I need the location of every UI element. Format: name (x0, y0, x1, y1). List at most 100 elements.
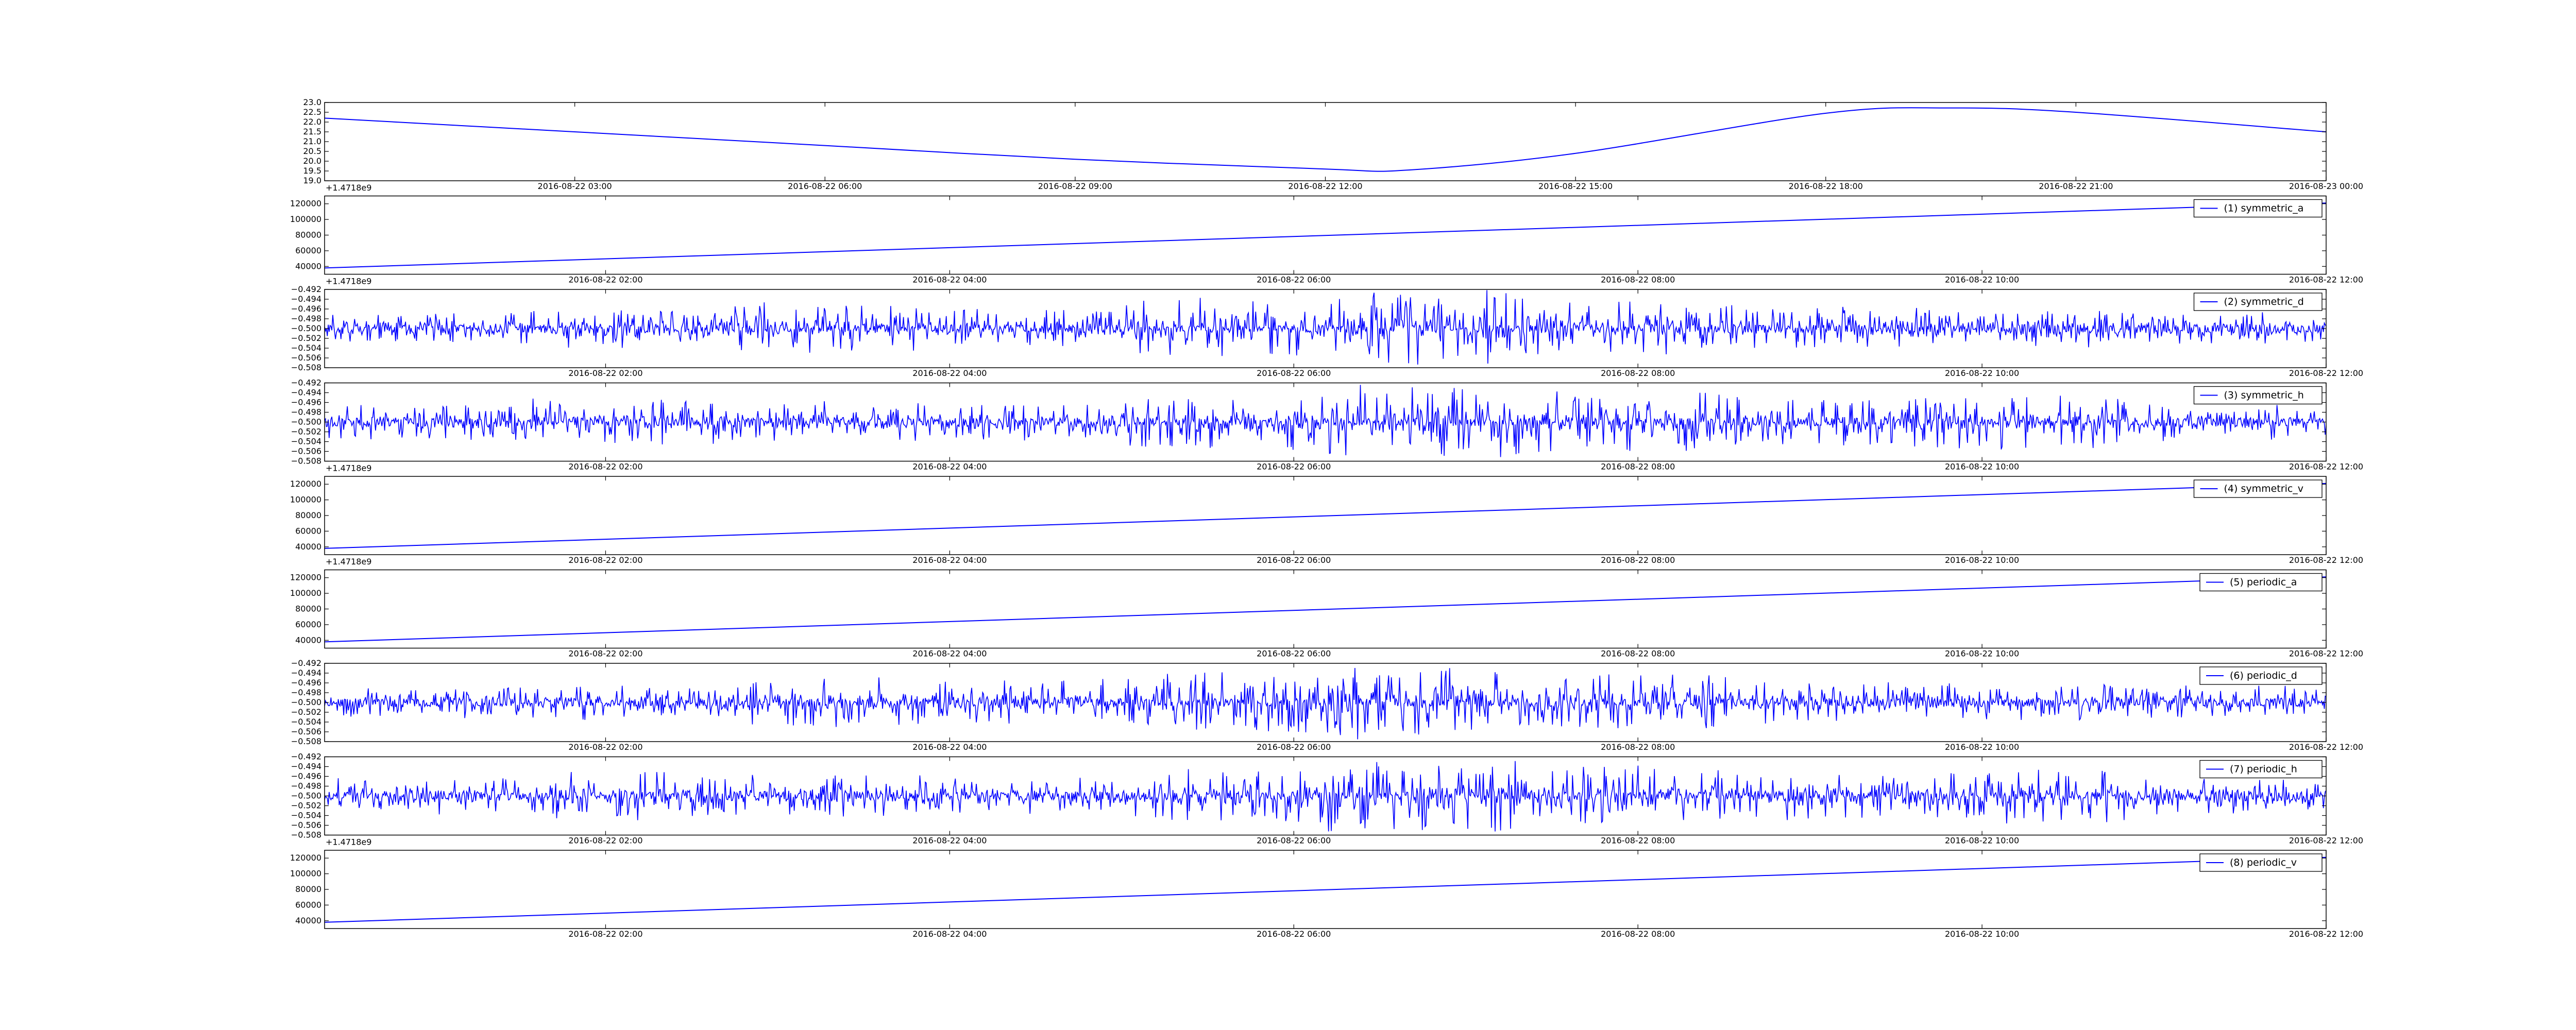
offset-label: +1.4718e9 (326, 277, 371, 286)
y-tick-label: −0.500 (291, 323, 321, 333)
series-line (325, 202, 2326, 269)
y-tick-label: −0.506 (291, 447, 321, 456)
legend: (4) symmetric_v (2193, 479, 2323, 498)
x-tick-label: 2016-08-22 12:00 (2289, 929, 2363, 939)
x-tick-label: 2016-08-22 06:00 (1257, 742, 1331, 752)
x-tick-label: 2016-08-22 04:00 (912, 275, 987, 285)
y-tick-label: −0.506 (291, 353, 321, 363)
x-tick-label: 2016-08-22 04:00 (912, 555, 987, 565)
y-tick-label: 100000 (290, 869, 321, 879)
y-tick-label: 80000 (295, 510, 321, 520)
subplot-2: 40000 60000 80000 100000 120000 2016-08-22 02… (290, 195, 2363, 286)
y-tick-label: 19.0 (303, 176, 321, 185)
y-tick-label: −0.492 (291, 658, 321, 668)
legend-label: (4) symmetric_v (2224, 483, 2304, 494)
x-tick-label: 2016-08-22 06:00 (1257, 368, 1331, 378)
y-tick-label: −0.494 (291, 294, 321, 304)
x-tick-label: 2016-08-22 12:00 (2289, 649, 2363, 659)
x-tick-label: 2016-08-22 12:00 (2289, 275, 2363, 285)
series-line (325, 761, 2326, 832)
y-tick-label: 22.0 (303, 117, 321, 127)
y-tick-label: −0.500 (291, 791, 321, 801)
y-tick-label: −0.504 (291, 343, 321, 353)
series-line (325, 856, 2326, 923)
y-tick-label: −0.494 (291, 762, 321, 771)
y-tick-label: 21.0 (303, 136, 321, 146)
y-tick-label: −0.496 (291, 398, 321, 407)
offset-label: +1.4718e9 (326, 837, 371, 847)
x-tick-label: 2016-08-22 06:00 (788, 181, 862, 191)
y-tick-label: −0.508 (291, 830, 321, 840)
y-tick-label: −0.504 (291, 717, 321, 727)
subplot-6: 40000 60000 80000 100000 120000 2016-08-22 02… (290, 569, 2363, 659)
y-tick-label: −0.504 (291, 437, 321, 447)
x-tick-label: 2016-08-22 02:00 (568, 649, 642, 659)
y-tick-label: 21.5 (303, 127, 321, 136)
x-tick-label: 2016-08-22 08:00 (1601, 275, 1675, 285)
x-tick-label: 2016-08-22 09:00 (1038, 181, 1112, 191)
subplot-9: 40000 60000 80000 100000 120000 2016-08-22 02… (290, 850, 2363, 939)
x-tick-label: 2016-08-22 08:00 (1601, 836, 1675, 846)
x-tick-label: 2016-08-22 02:00 (568, 555, 642, 565)
y-tick-label: −0.496 (291, 771, 321, 781)
y-tick-label: −0.500 (291, 417, 321, 427)
series-line (325, 576, 2326, 643)
x-tick-label: 2016-08-22 02:00 (568, 368, 642, 378)
legend-label: (3) symmetric_h (2224, 390, 2304, 401)
series-line (325, 107, 2326, 172)
x-tick-label: 2016-08-22 12:00 (2289, 742, 2363, 752)
x-tick-label: 2016-08-22 21:00 (2039, 181, 2113, 191)
series-line (325, 667, 2326, 740)
y-tick-label: −0.502 (291, 333, 321, 343)
offset-label: +1.4718e9 (326, 464, 371, 473)
y-tick-label: −0.498 (291, 314, 321, 323)
y-tick-label: 60000 (295, 246, 321, 255)
y-tick-label: −0.492 (291, 284, 321, 294)
x-tick-label: 2016-08-22 08:00 (1601, 368, 1675, 378)
x-tick-label: 2016-08-22 02:00 (568, 836, 642, 846)
y-tick-label: 20.5 (303, 146, 321, 156)
x-tick-label: 2016-08-22 06:00 (1257, 462, 1331, 472)
x-tick-label: 2016-08-22 04:00 (912, 368, 987, 378)
x-tick-label: 2016-08-22 04:00 (912, 836, 987, 846)
y-tick-label: 40000 (295, 261, 321, 271)
y-tick-label: −0.498 (291, 407, 321, 417)
x-tick-label: 2016-08-22 06:00 (1257, 649, 1331, 659)
x-tick-label: 2016-08-22 08:00 (1601, 462, 1675, 472)
x-tick-label: 2016-08-22 08:00 (1601, 649, 1675, 659)
x-tick-label: 2016-08-22 08:00 (1601, 742, 1675, 752)
y-tick-label: −0.502 (291, 427, 321, 437)
y-tick-label: −0.492 (291, 752, 321, 762)
y-tick-label: 120000 (290, 573, 321, 582)
x-tick-label: 2016-08-22 04:00 (912, 929, 987, 939)
y-tick-label: 100000 (290, 495, 321, 505)
series-line (325, 483, 2326, 549)
y-tick-label: 100000 (290, 588, 321, 598)
y-tick-label: 40000 (295, 635, 321, 645)
x-tick-label: 2016-08-22 12:00 (2289, 555, 2363, 565)
subplot-3: −0.508−0.506−0.504−0.502−0.500−0.498−0.4… (291, 284, 2363, 378)
y-tick-label: −0.494 (291, 668, 321, 678)
x-tick-label: 2016-08-22 02:00 (568, 742, 642, 752)
y-tick-label: 20.0 (303, 156, 321, 166)
y-tick-label: 23.0 (303, 97, 321, 107)
legend: (5) periodic_a (2199, 573, 2323, 592)
y-tick-label: −0.498 (291, 781, 321, 791)
legend-label: (5) periodic_a (2230, 577, 2297, 588)
legend-label: (7) periodic_h (2230, 764, 2297, 775)
subplot-1: 19.019.520.020.521.021.522.022.523.0 2016… (303, 97, 2363, 193)
subplot-4: −0.508−0.506−0.504−0.502−0.500−0.498−0.4… (291, 378, 2363, 473)
x-tick-label: 2016-08-22 04:00 (912, 649, 987, 659)
y-tick-label: −0.506 (291, 820, 321, 830)
y-tick-label: −0.496 (291, 304, 321, 314)
x-tick-label: 2016-08-22 08:00 (1601, 555, 1675, 565)
x-tick-label: 2016-08-22 03:00 (538, 181, 612, 191)
x-tick-label: 2016-08-22 02:00 (568, 462, 642, 472)
x-tick-label: 2016-08-22 18:00 (1789, 181, 1863, 191)
y-tick-label: 80000 (295, 604, 321, 614)
x-tick-label: 2016-08-22 12:00 (2289, 462, 2363, 472)
legend-label: (6) periodic_d (2230, 670, 2297, 681)
y-tick-label: 40000 (295, 542, 321, 552)
y-tick-label: 19.5 (303, 166, 321, 176)
